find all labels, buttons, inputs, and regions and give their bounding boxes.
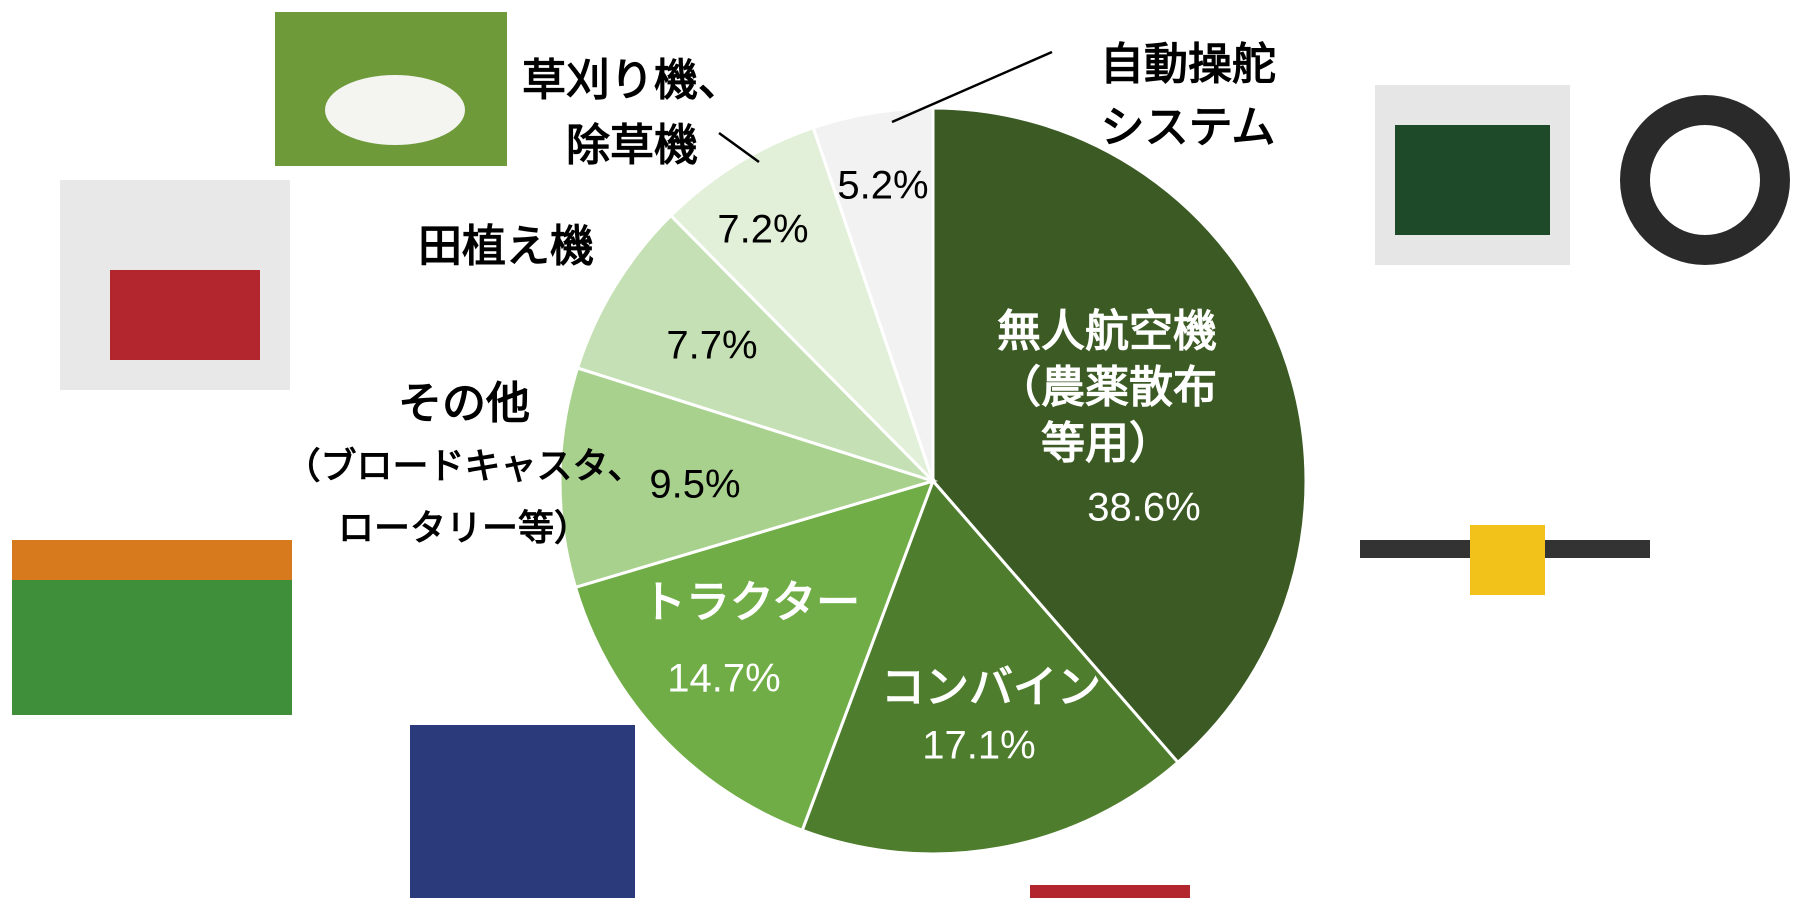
leader-line <box>891 50 1053 124</box>
category-label: トラクター <box>642 577 860 628</box>
photo-mower-body <box>325 75 465 145</box>
leader-line <box>718 131 760 164</box>
value-label: 17.1% <box>922 724 1035 768</box>
photo-spreader-top <box>12 540 292 580</box>
category-label-line: 無人航空機 <box>997 306 1217 357</box>
category-label: 無人航空機（農薬散布等用） <box>997 306 1217 469</box>
value-label: 7.2% <box>717 208 808 252</box>
category-label-line: 自動操舵 <box>1100 39 1276 90</box>
photo-rice-planter-body <box>110 270 260 360</box>
category-label-line: その他 <box>398 378 530 429</box>
photos <box>12 12 1790 898</box>
category-label: その他 （ブロードキャスタ、ロータリー等） <box>285 378 644 549</box>
category-label-line: （ブロードキャスタ、 <box>285 445 644 487</box>
value-label: 5.2% <box>837 164 928 208</box>
pie-slice <box>573 478 936 833</box>
pie-slice <box>811 106 935 482</box>
category-label: コンバイン <box>881 662 1101 713</box>
category-label-line: 田植え機 <box>418 221 594 272</box>
value-label: 14.7% <box>667 657 780 701</box>
category-label: 自動操舵システム <box>1100 39 1276 153</box>
category-label: 田植え機 <box>418 221 594 272</box>
pie-slice <box>668 125 935 483</box>
pie-slice <box>800 478 1181 856</box>
photo-drone <box>1470 525 1545 595</box>
photo-steering-hole <box>1650 125 1760 235</box>
labels: 無人航空機（農薬散布等用） 38.6% コンバイン 17.1% トラクター 14.7% その… <box>285 39 1276 768</box>
category-label-line: 等用） <box>1041 418 1173 469</box>
photo-tablet-screen <box>1395 125 1550 235</box>
value-label: 38.6% <box>1087 486 1200 530</box>
pie <box>558 106 1308 856</box>
photo-partial <box>1030 885 1190 898</box>
pie-slice <box>575 213 935 483</box>
category-label-line: 除草機 <box>566 120 698 171</box>
value-label: 7.7% <box>666 324 757 368</box>
value-label: 9.5% <box>649 463 740 507</box>
category-label-line: トラクター <box>642 577 860 628</box>
photo-tractor <box>410 725 635 898</box>
pie-slice <box>931 106 1308 765</box>
category-label-line: システム <box>1101 102 1276 153</box>
category-label-line: ロータリー等） <box>338 508 590 549</box>
category-label-line: （農薬散布 <box>997 362 1217 413</box>
pie-slice <box>558 366 939 590</box>
category-label: 草刈り機、除草機 <box>522 55 742 171</box>
category-label-line: 草刈り機、 <box>522 55 742 106</box>
category-label-line: コンバイン <box>881 662 1101 713</box>
